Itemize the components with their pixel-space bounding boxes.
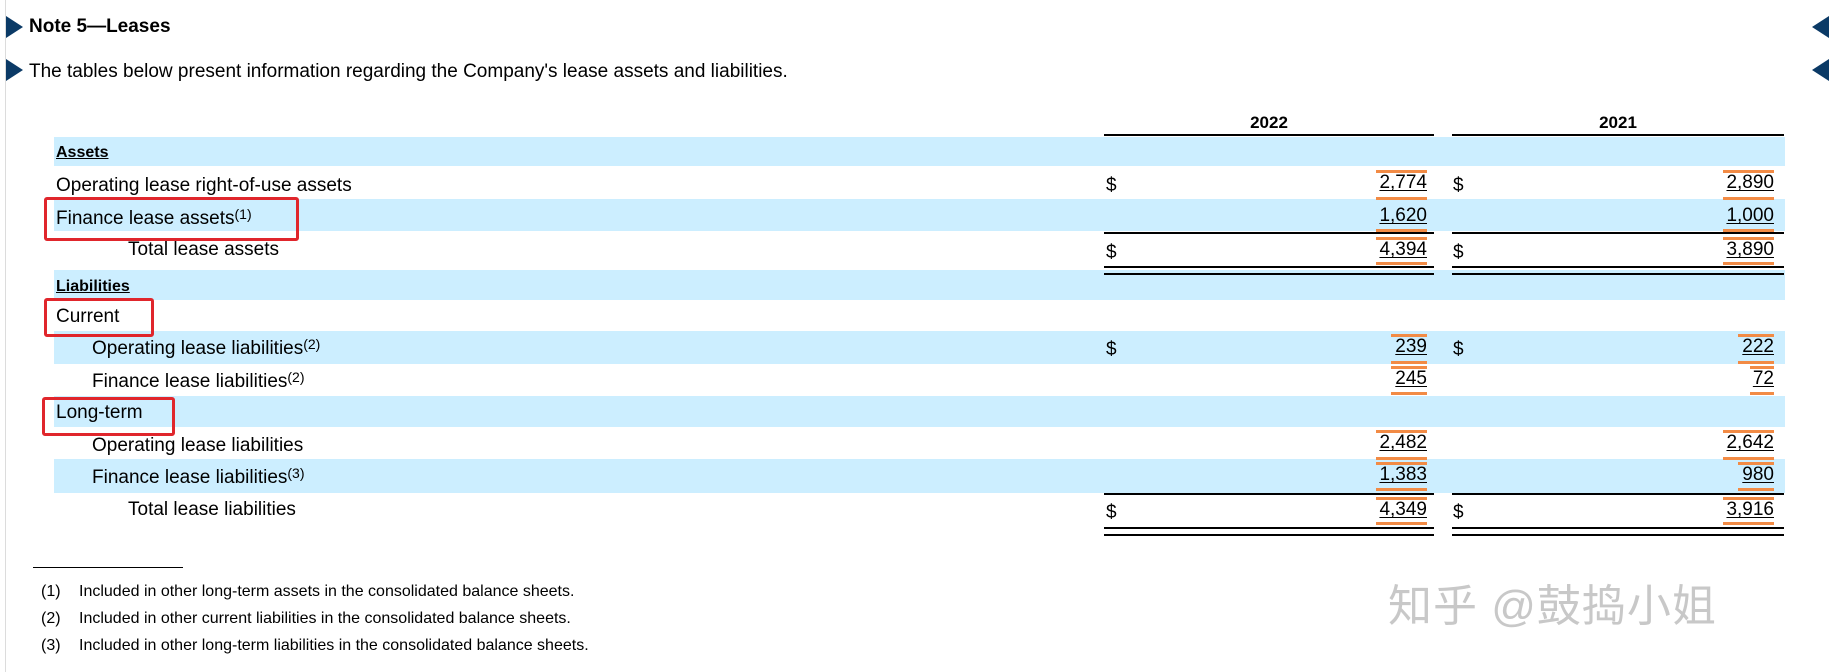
value-2021: 2,642 bbox=[1726, 432, 1774, 453]
highlight-mark bbox=[1723, 170, 1774, 173]
section-assets: Assets bbox=[56, 144, 109, 161]
highlight-mark bbox=[1376, 462, 1427, 465]
year-header-2021: 2021 bbox=[1599, 113, 1637, 132]
subtotal-rule bbox=[1104, 493, 1434, 495]
highlight-mark bbox=[1376, 457, 1427, 460]
expand-arrow-icon[interactable] bbox=[6, 59, 23, 81]
currency-sign: $ bbox=[1453, 242, 1464, 263]
subtotal-rule bbox=[1452, 232, 1784, 234]
row-band bbox=[54, 270, 1785, 300]
highlight-mark bbox=[1391, 392, 1427, 395]
row-label: Operating lease right-of-use assets bbox=[56, 175, 352, 196]
currency-sign: $ bbox=[1453, 339, 1464, 360]
row-label: Current bbox=[56, 306, 120, 327]
row-label: Finance lease assets(1) bbox=[56, 206, 252, 229]
collapse-arrow-icon[interactable] bbox=[1812, 16, 1829, 38]
value-2022: 1,620 bbox=[1379, 205, 1427, 226]
highlight-mark bbox=[1723, 229, 1774, 232]
highlight-mark bbox=[1391, 366, 1427, 369]
currency-sign: $ bbox=[1106, 339, 1117, 360]
footnote-separator bbox=[33, 567, 183, 568]
row-band bbox=[54, 331, 1785, 364]
intro-text: The tables below present information reg… bbox=[29, 61, 788, 82]
header-rule bbox=[1104, 134, 1434, 136]
value-2021: 1,000 bbox=[1726, 205, 1774, 226]
highlight-mark bbox=[1376, 197, 1427, 200]
total-double-rule bbox=[1104, 266, 1434, 275]
highlight-mark bbox=[1723, 522, 1774, 525]
value-2021: 980 bbox=[1742, 464, 1774, 485]
row-label: Long-term bbox=[56, 402, 143, 423]
highlight-mark bbox=[1376, 497, 1427, 500]
expand-arrow-icon[interactable] bbox=[6, 16, 23, 38]
section-liabilities: Liabilities bbox=[56, 278, 130, 295]
highlight-mark bbox=[1723, 497, 1774, 500]
highlight-mark bbox=[1738, 334, 1774, 337]
value-2022: 2,482 bbox=[1379, 432, 1427, 453]
note-title: Note 5—Leases bbox=[29, 16, 171, 37]
header-rule bbox=[1452, 134, 1784, 136]
value-2021: 222 bbox=[1742, 336, 1774, 357]
highlight-mark bbox=[1750, 392, 1774, 395]
highlight-mark bbox=[1376, 522, 1427, 525]
highlight-mark bbox=[1376, 229, 1427, 232]
currency-sign: $ bbox=[1453, 502, 1464, 523]
currency-sign: $ bbox=[1453, 175, 1464, 196]
value-2021: 72 bbox=[1752, 368, 1774, 389]
footnote: (3) Included in other long-term liabiliti… bbox=[41, 637, 589, 654]
highlight-mark bbox=[1376, 237, 1427, 240]
value-2021: 3,890 bbox=[1726, 239, 1774, 260]
annotation-box bbox=[44, 298, 154, 337]
year-header-2022: 2022 bbox=[1250, 113, 1288, 132]
row-band bbox=[54, 199, 1785, 231]
highlight-mark bbox=[1376, 262, 1427, 265]
page-edge bbox=[5, 0, 6, 672]
footnote: (1) Included in other long-term assets in… bbox=[41, 583, 575, 600]
highlight-mark bbox=[1738, 462, 1774, 465]
value-2022: 4,349 bbox=[1379, 499, 1427, 520]
annotation-box bbox=[42, 397, 175, 436]
row-band bbox=[54, 396, 1785, 427]
value-2022: 1,383 bbox=[1379, 464, 1427, 485]
highlight-mark bbox=[1723, 262, 1774, 265]
total-double-rule bbox=[1104, 527, 1434, 536]
subtotal-rule bbox=[1104, 232, 1434, 234]
row-label: Operating lease liabilities(2) bbox=[92, 336, 321, 359]
currency-sign: $ bbox=[1106, 242, 1117, 263]
row-band bbox=[54, 459, 1785, 493]
currency-sign: $ bbox=[1106, 175, 1117, 196]
highlight-mark bbox=[1376, 170, 1427, 173]
currency-sign: $ bbox=[1106, 502, 1117, 523]
highlight-mark bbox=[1376, 488, 1427, 491]
watermark: 知乎 @鼓捣小姐 bbox=[1388, 582, 1717, 631]
value-2022: 245 bbox=[1395, 368, 1427, 389]
highlight-mark bbox=[1738, 488, 1774, 491]
row-label: Total lease liabilities bbox=[128, 499, 296, 520]
highlight-mark bbox=[1750, 366, 1774, 369]
highlight-mark bbox=[1723, 197, 1774, 200]
value-2022: 2,774 bbox=[1379, 172, 1427, 193]
highlight-mark bbox=[1376, 430, 1427, 433]
total-double-rule bbox=[1452, 266, 1784, 275]
total-double-rule bbox=[1452, 527, 1784, 536]
highlight-mark bbox=[1723, 457, 1774, 460]
annotation-box bbox=[44, 197, 299, 241]
value-2022: 4,394 bbox=[1379, 239, 1427, 260]
value-2021: 3,916 bbox=[1726, 499, 1774, 520]
row-label: Operating lease liabilities bbox=[92, 435, 304, 456]
row-label: Finance lease liabilities(3) bbox=[92, 465, 305, 488]
collapse-arrow-icon[interactable] bbox=[1812, 59, 1829, 81]
highlight-mark bbox=[1391, 334, 1427, 337]
highlight-mark bbox=[1723, 430, 1774, 433]
subtotal-rule bbox=[1452, 493, 1784, 495]
highlight-mark bbox=[1391, 361, 1427, 364]
row-label: Total lease assets bbox=[128, 239, 280, 260]
value-2021: 2,890 bbox=[1726, 172, 1774, 193]
highlight-mark bbox=[1738, 361, 1774, 364]
row-band bbox=[54, 137, 1785, 166]
highlight-mark bbox=[1723, 237, 1774, 240]
footnote: (2) Included in other current liabilities… bbox=[41, 610, 571, 627]
value-2022: 239 bbox=[1395, 336, 1427, 357]
row-label: Finance lease liabilities(2) bbox=[92, 369, 305, 392]
